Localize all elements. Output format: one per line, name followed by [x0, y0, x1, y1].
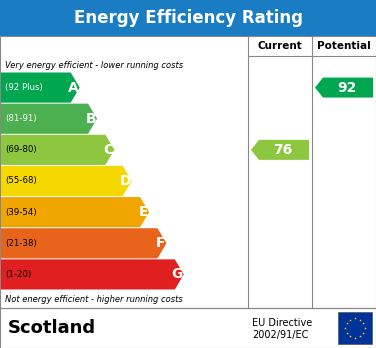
Text: Not energy efficient - higher running costs: Not energy efficient - higher running co…: [5, 295, 183, 304]
Text: EU Directive: EU Directive: [252, 318, 312, 328]
Text: D: D: [119, 174, 131, 188]
Polygon shape: [1, 166, 132, 196]
Bar: [0, 36, 376, 308]
Bar: [0, 0, 376, 36]
Text: G: G: [171, 267, 183, 282]
Text: Very energy efficient - lower running costs: Very energy efficient - lower running co…: [5, 61, 183, 70]
Text: C: C: [103, 143, 114, 157]
Text: (39-54): (39-54): [5, 208, 36, 217]
Text: (1-20): (1-20): [5, 270, 31, 279]
Text: A: A: [68, 81, 79, 95]
Text: (21-38): (21-38): [5, 239, 37, 248]
Polygon shape: [1, 104, 97, 134]
Text: B: B: [85, 112, 96, 126]
Text: (92 Plus): (92 Plus): [5, 83, 43, 92]
Polygon shape: [1, 135, 114, 165]
Polygon shape: [315, 78, 373, 97]
Text: 92: 92: [337, 81, 357, 95]
Text: (81-91): (81-91): [5, 114, 36, 123]
Polygon shape: [1, 72, 80, 103]
Bar: [338, 312, 372, 344]
Polygon shape: [251, 140, 309, 160]
Text: 76: 76: [273, 143, 293, 157]
Text: 2002/91/EC: 2002/91/EC: [252, 330, 308, 340]
Text: F: F: [156, 236, 165, 250]
Text: Current: Current: [258, 41, 302, 51]
Polygon shape: [1, 197, 149, 227]
Text: Scotland: Scotland: [8, 319, 96, 337]
Polygon shape: [1, 228, 167, 258]
Text: E: E: [139, 205, 148, 219]
Text: Potential: Potential: [317, 41, 371, 51]
Polygon shape: [1, 259, 184, 290]
Text: (69-80): (69-80): [5, 145, 36, 155]
Text: Energy Efficiency Rating: Energy Efficiency Rating: [73, 9, 303, 27]
Text: (55-68): (55-68): [5, 176, 37, 185]
